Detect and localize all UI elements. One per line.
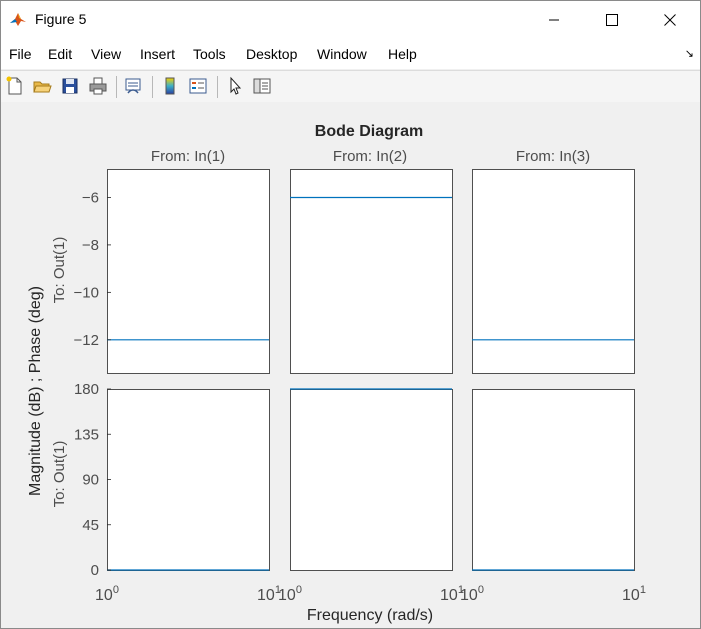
y-tick-label: 180 xyxy=(74,381,99,398)
title-bar[interactable]: Figure 5 xyxy=(1,1,700,39)
property-inspector-button[interactable] xyxy=(251,75,273,97)
phase-axes-2[interactable] xyxy=(290,389,453,571)
magnitude-axes-2[interactable] xyxy=(290,169,453,374)
phase-axes-1[interactable] xyxy=(107,389,270,571)
menu-help[interactable]: Help xyxy=(388,46,417,62)
save-icon xyxy=(62,78,78,94)
minimize-icon xyxy=(549,19,559,21)
magnitude-axes-1[interactable] xyxy=(107,169,270,374)
open-file-icon xyxy=(33,81,52,93)
x-tick-label: 100 xyxy=(460,584,484,604)
y-axis-label: Magnitude (dB) ; Phase (deg) xyxy=(27,286,44,496)
toolbar-separator xyxy=(217,76,218,98)
pointer-icon xyxy=(230,76,242,95)
x-axis-label: Frequency (rad/s) xyxy=(307,607,433,624)
column-title-in1: From: In(1) xyxy=(151,148,225,165)
print-icon xyxy=(89,77,107,95)
dock-arrow-icon[interactable]: ↘ xyxy=(684,48,694,60)
column-title-in2: From: In(2) xyxy=(333,148,407,165)
menu-window[interactable]: Window xyxy=(317,46,367,62)
link-plot-icon xyxy=(125,78,141,94)
close-icon xyxy=(664,14,676,26)
minimize-button[interactable] xyxy=(525,1,583,39)
new-figure-icon xyxy=(6,76,22,95)
menu-tools[interactable]: Tools xyxy=(193,46,226,62)
figure-canvas: Bode Diagram From: In(1) From: In(2) Fro… xyxy=(1,102,700,628)
menu-desktop[interactable]: Desktop xyxy=(246,46,298,62)
property-inspector-icon xyxy=(253,78,271,94)
insert-colorbar-icon xyxy=(165,77,175,95)
maximize-icon xyxy=(606,14,618,26)
open-file-button[interactable] xyxy=(31,75,53,97)
window-title: Figure 5 xyxy=(35,11,87,27)
menu-bar: File Edit View Insert Tools Desktop Wind… xyxy=(1,39,700,69)
y-tick-label: −6 xyxy=(82,189,99,206)
menu-view[interactable]: View xyxy=(91,46,122,62)
print-button[interactable] xyxy=(87,75,109,97)
menu-file[interactable]: File xyxy=(9,46,32,62)
y-tick-label: 135 xyxy=(74,426,99,443)
y-tick-label: −8 xyxy=(82,237,99,254)
new-figure-button[interactable] xyxy=(4,75,26,97)
x-tick-label: 100 xyxy=(278,584,302,604)
magnitude-axes-3[interactable] xyxy=(472,169,635,374)
insert-legend-icon xyxy=(189,78,207,94)
toolbar-separator xyxy=(152,76,153,98)
insert-colorbar-button[interactable] xyxy=(159,75,181,97)
bode-plot[interactable]: Bode Diagram From: In(1) From: In(2) Fro… xyxy=(1,102,700,628)
save-button[interactable] xyxy=(59,75,81,97)
row-label-magnitude: To: Out(1) xyxy=(51,237,68,304)
toolbar xyxy=(1,70,700,103)
menu-edit[interactable]: Edit xyxy=(48,46,73,62)
link-plot-button[interactable] xyxy=(122,75,144,97)
matlab-logo-icon xyxy=(9,10,27,28)
x-tick-label: 101 xyxy=(622,584,646,604)
y-tick-label: −12 xyxy=(74,332,99,349)
column-title-in3: From: In(3) xyxy=(516,148,590,165)
row-label-phase: To: Out(1) xyxy=(51,441,68,508)
maximize-button[interactable] xyxy=(583,1,641,39)
y-tick-label: 0 xyxy=(91,562,99,579)
y-tick-label: −10 xyxy=(74,284,99,301)
x-tick-label: 101 xyxy=(440,584,464,604)
phase-axes-3[interactable] xyxy=(472,389,635,571)
x-tick-label: 100 xyxy=(95,584,119,604)
y-tick-label: 90 xyxy=(82,472,99,489)
chart-title: Bode Diagram xyxy=(315,123,423,140)
toolbar-separator xyxy=(116,76,117,98)
y-tick-label: 45 xyxy=(82,517,99,534)
pointer-button[interactable] xyxy=(224,75,246,97)
x-tick-label: 101 xyxy=(257,584,281,604)
close-button[interactable] xyxy=(641,1,699,39)
menu-insert[interactable]: Insert xyxy=(140,46,176,62)
insert-legend-button[interactable] xyxy=(187,75,209,97)
